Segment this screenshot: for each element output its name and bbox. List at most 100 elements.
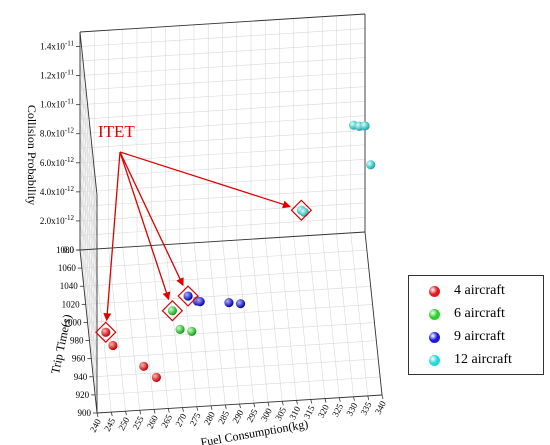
side-wall-grid-line [79,46,98,210]
floor-grid-line [293,236,312,400]
legend-marker [429,285,440,297]
side-wall-grid-line [79,206,98,370]
z-tick-label: 8.0x10-12 [40,127,75,139]
x-tick-label: 340 [373,399,388,416]
y-tick-label: 1000 [64,317,83,327]
legend-label: 12 aircraft [454,352,512,367]
y-tick-label: 1040 [60,281,79,291]
side-wall-grid-line [79,162,98,326]
back-wall-grid-line [79,144,366,164]
itet-annotation-label: ITET [98,122,135,141]
box-edge [79,231,366,251]
legend-label: 6 aircraft [454,306,505,321]
x-tick-label: 300 [259,406,274,423]
back-wall-grid-line [79,42,366,62]
x-tick-mark [281,401,284,406]
x-tick-label: 330 [344,401,359,418]
floor-grid-line [91,340,377,359]
floor-grid-line [264,238,283,402]
data-point [366,160,376,170]
floor-grid-line [87,304,373,323]
z-tick-label: 1.4x10-11 [40,40,74,52]
box-edge [79,13,366,33]
z-tick-label: 4.0x10-12 [40,185,75,197]
x-tick-mark [296,400,298,405]
data-point [151,372,161,382]
x-tick-mark [153,409,156,414]
points-layer [101,120,376,382]
x-tick-label: 255 [131,414,146,431]
x-tick-mark [310,399,313,404]
floor-grid-line [350,232,369,396]
data-point [167,306,177,316]
y-tick-label: 1020 [62,299,81,309]
legend-item-9-aircraft: 9 aircraft [429,326,505,348]
x-tick-mark [224,404,227,409]
floor-grid-line [165,244,183,408]
back-wall-grid-line [79,202,366,222]
y-tick-label: 960 [72,354,86,364]
data-point [187,326,197,336]
x-tick-label: 285 [216,409,231,426]
x-tick-label: 265 [159,412,174,429]
x-tick-mark [210,405,213,410]
floor-grid-line [89,322,375,341]
x-tick-label: 270 [173,411,188,428]
x-tick-label: 320 [316,402,331,419]
data-point [175,324,185,334]
itet-arrow [119,151,184,287]
floor-grid-line [150,245,169,409]
x-tick-mark [381,394,384,400]
legend-marker [429,354,440,366]
back-wall-grid-line [79,100,366,120]
floor-grid-line [83,267,369,287]
x-tick-mark [139,410,142,415]
z-tick-label: 1.0x10-11 [40,98,74,110]
data-point [195,297,205,307]
side-wall-grid-line [79,61,98,225]
floor-grid-line [336,233,354,397]
z-tick-label: 0.0 [63,245,75,255]
legend-item-4-aircraft: 4 aircraft [429,280,505,302]
back-wall-grid-line [79,188,366,207]
side-wall-grid-line [79,104,98,268]
data-point [299,207,309,217]
floor-grid-line [136,246,155,410]
x-tick-mark [110,412,113,417]
x-tick-label: 295 [245,407,260,424]
side-wall-grid-line [79,90,98,254]
back-wall-grid-line [79,57,366,76]
z-tick-label: 6.0x10-12 [40,156,75,168]
side-wall-grid-line [79,235,98,399]
floor-grid-line [279,237,297,401]
x-tick-label: 280 [202,410,217,427]
legend-item-12-aircraft: 12 aircraft [429,349,512,371]
floor-grid-line [93,358,379,378]
legend-label: 4 aircraft [454,283,505,298]
z-tick-label: 1.2x10-11 [40,69,74,81]
itet-arrow [119,151,291,209]
floor-grid-line [85,286,371,305]
itet-arrow [119,151,171,301]
legend-marker [429,308,440,320]
legend-marker [429,331,440,343]
side-wall-grid-line [79,220,98,384]
x-tick-label: 325 [330,402,345,419]
itet-marker-diamond [95,321,117,343]
data-point [360,121,370,131]
x-tick-mark [324,398,327,403]
x-tick-mark [267,402,270,407]
back-wall-grid-line [79,71,366,91]
x-tick-label: 240 [88,417,103,434]
y-tick-label: 940 [74,372,88,382]
grid-layer [79,13,383,414]
y-tick-label: 1080 [56,245,75,255]
floor-grid-line [193,242,212,406]
x-tick-label: 260 [145,413,160,430]
z-axis-label: Collision Probability [25,105,39,205]
floor-grid-line [179,243,198,407]
box-edge [79,31,98,196]
data-point [108,340,118,351]
annotation-layer: ITET [95,122,313,343]
x-tick-label: 245 [102,416,117,433]
